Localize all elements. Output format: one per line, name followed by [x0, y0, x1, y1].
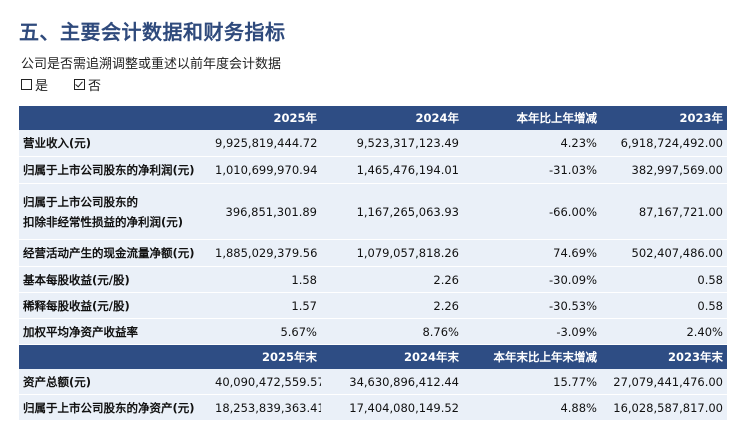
table-row: 基本每股收益(元/股) 1.58 2.26 -30.09% 0.58: [19, 266, 727, 293]
cell-2023: 16,028,587,817.00: [601, 394, 727, 421]
option-yes-label: 是: [35, 79, 49, 94]
cell-2024: 1,465,476,194.01: [321, 156, 463, 184]
cell-2023: 502,407,486.00: [601, 239, 727, 267]
table-row: 经营活动产生的现金流量净额(元) 1,885,029,379.56 1,079,…: [19, 239, 727, 267]
cell-2023: 87,167,721.00: [601, 183, 727, 240]
cell-2023: 2.40%: [601, 318, 727, 345]
checkbox-yes[interactable]: [21, 79, 32, 90]
table-row: 归属于上市公司股东的净利润(元) 1,010,699,970.94 1,465,…: [19, 156, 727, 184]
cell-2025: 1,010,699,970.94: [211, 156, 321, 184]
cell-2025: 18,253,839,363.41: [211, 394, 321, 421]
cell-2024: 2.26: [321, 292, 463, 319]
cell-2025: 9,925,819,444.72: [211, 130, 321, 157]
row-item: 归属于上市公司股东的净资产(元): [19, 394, 211, 421]
table-row: 稀释每股收益(元/股) 1.57 2.26 -30.53% 0.58: [19, 292, 727, 319]
cell-2024: 8.76%: [321, 318, 463, 345]
cell-2023: 6,918,724,492.00: [601, 130, 727, 157]
cell-2023: 0.58: [601, 292, 727, 319]
cell-2024: 1,079,057,818.26: [321, 239, 463, 267]
restatement-question: 公司是否需追溯调整或重述以前年度会计数据: [21, 57, 282, 72]
table-header-row: 2025年 2024年 本年比上年增减 2023年: [19, 106, 727, 130]
table-subheader-row: 2025年末 2024年末 本年末比上年末增减 2023年末: [19, 344, 727, 369]
row-item: 归属于上市公司股东的净利润(元): [19, 156, 211, 184]
table-row: 归属于上市公司股东的 扣除非经常性损益的净利润(元) 396,851,301.8…: [19, 183, 727, 240]
option-no[interactable]: 否: [74, 75, 101, 94]
cell-2024: 9,523,317,123.49: [321, 130, 463, 157]
cell-change: 15.77%: [463, 369, 601, 395]
row-item: 归属于上市公司股东的 扣除非经常性损益的净利润(元): [19, 183, 211, 240]
row-item: 基本每股收益(元/股): [19, 266, 211, 293]
cell-change: 4.88%: [463, 394, 601, 421]
key-financial-table: 2025年 2024年 本年比上年增减 2023年 营业收入(元) 9,925,…: [19, 106, 727, 421]
cell-2025: 1,885,029,379.56: [211, 239, 321, 267]
header-2025: 2025年: [211, 106, 321, 130]
header-2024: 2024年: [321, 106, 463, 130]
cell-change: -3.09%: [463, 318, 601, 345]
table-row: 资产总额(元) 40,090,472,559.57 34,630,896,412…: [19, 369, 727, 395]
cell-change: -30.53%: [463, 292, 601, 319]
cell-change: 4.23%: [463, 130, 601, 157]
row-item: 稀释每股收益(元/股): [19, 292, 211, 319]
cell-change: -30.09%: [463, 266, 601, 293]
table-row: 加权平均净资产收益率 5.67% 8.76% -3.09% 2.40%: [19, 318, 727, 345]
option-no-label: 否: [88, 79, 102, 94]
subheader-2025-end: 2025年末: [211, 344, 321, 369]
cell-2025: 1.57: [211, 292, 321, 319]
subheader-2024-end: 2024年末: [321, 344, 463, 369]
header-2023: 2023年: [601, 106, 727, 130]
cell-change: 74.69%: [463, 239, 601, 267]
checkbox-no[interactable]: [74, 79, 86, 90]
cell-2025: 396,851,301.89: [211, 183, 321, 240]
header-item: [19, 106, 211, 130]
cell-2024: 34,630,896,412.44: [321, 369, 463, 395]
cell-2023: 382,997,569.00: [601, 156, 727, 184]
header-change: 本年比上年增减: [463, 106, 601, 130]
option-yes[interactable]: 是: [21, 75, 48, 94]
cell-2025: 1.58: [211, 266, 321, 293]
cell-2023: 0.58: [601, 266, 727, 293]
cell-2024: 2.26: [321, 266, 463, 293]
cell-change: -31.03%: [463, 156, 601, 184]
row-item: 经营活动产生的现金流量净额(元): [19, 239, 211, 267]
row-item: 加权平均净资产收益率: [19, 318, 211, 345]
cell-2025: 40,090,472,559.57: [211, 369, 321, 395]
cell-2024: 1,167,265,063.93: [321, 183, 463, 240]
cell-2023: 27,079,441,476.00: [601, 369, 727, 395]
subheader-item: [19, 344, 211, 369]
table-row: 营业收入(元) 9,925,819,444.72 9,523,317,123.4…: [19, 130, 727, 157]
cell-change: -66.00%: [463, 183, 601, 240]
cell-2024: 17,404,080,149.52: [321, 394, 463, 421]
restatement-options: 是 否: [21, 75, 127, 94]
table-row: 归属于上市公司股东的净资产(元) 18,253,839,363.41 17,40…: [19, 394, 727, 421]
subheader-change: 本年末比上年末增减: [463, 344, 601, 369]
row-item-line-1: 归属于上市公司股东的: [23, 194, 138, 209]
row-item: 资产总额(元): [19, 369, 211, 395]
row-item: 营业收入(元): [19, 130, 211, 157]
subheader-2023-end: 2023年末: [601, 344, 727, 369]
section-title: 五、主要会计数据和财务指标: [19, 20, 286, 44]
row-item-line-2: 扣除非经常性损益的净利润(元): [23, 214, 184, 229]
cell-2025: 5.67%: [211, 318, 321, 345]
